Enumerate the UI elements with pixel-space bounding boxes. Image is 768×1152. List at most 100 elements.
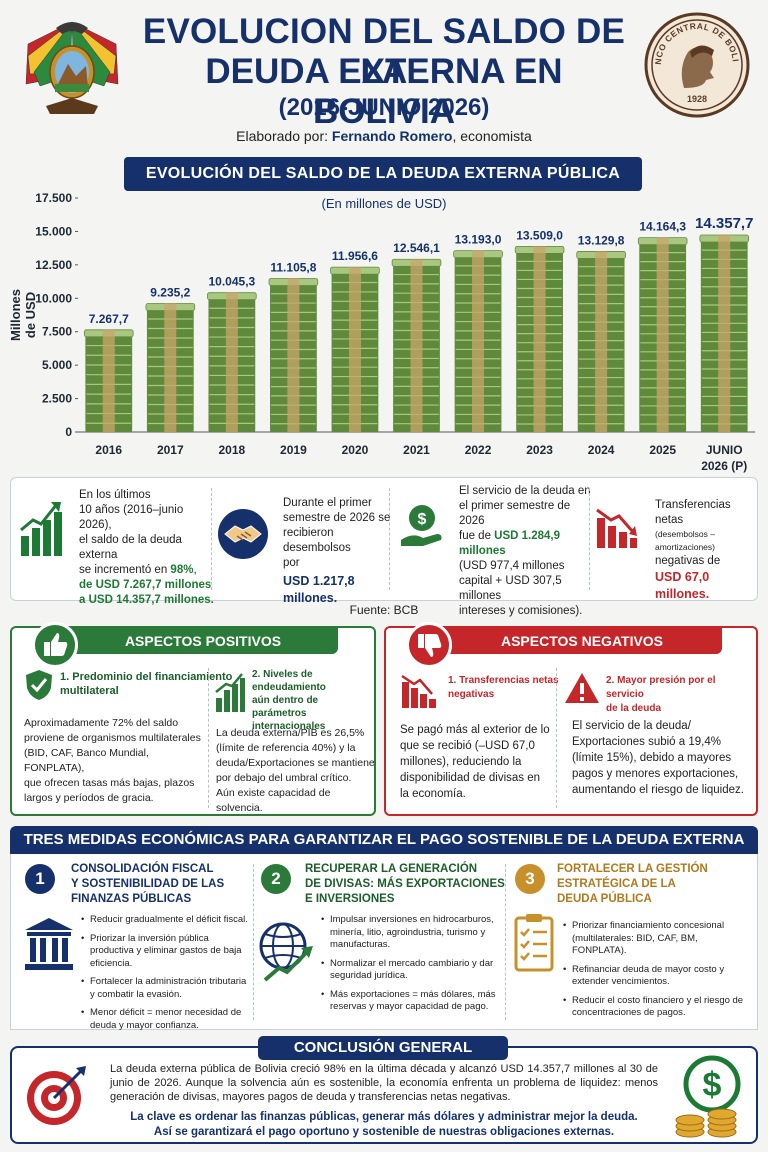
y-tick-label: 7.500 [42, 325, 72, 339]
divider [253, 864, 254, 1020]
negative-2-body: (límite 15%), debido a mayores [572, 752, 732, 764]
data-label: 14.164,3 [639, 220, 686, 234]
x-tick-label: 2019 [280, 443, 307, 457]
measure-2-bullets: Impulsar inversiones en hidrocarburos, m… [321, 914, 501, 1020]
measures-title: TRES MEDIDAS ECONÓMICAS PARA GARANTIZAR … [10, 826, 758, 854]
stat3-amount: USD 1.284,9 [494, 530, 561, 542]
bar-band [656, 237, 669, 432]
conclusion-panel: La deuda externa pública de Bolivia crec… [10, 1046, 758, 1144]
stat1-line1: En los últimos [79, 489, 151, 501]
negative-1-body: la economía. [400, 788, 466, 800]
stat4-unit: millones. [655, 587, 710, 601]
bar-band [595, 251, 608, 432]
positive-2-title-line: 2. Niveles de endeudamiento [252, 669, 326, 693]
stat-net-transfers: Transferencias netas (desembolsos – amor… [593, 482, 755, 601]
stat1-to: a USD 14.357,7 millones. [79, 594, 214, 606]
dollar-coins-icon: $ [675, 1055, 741, 1138]
money-hand-icon: $ [401, 505, 442, 546]
falling-chart-icon [401, 674, 436, 708]
stats-panel: En los últimos 10 años (2016–junio 2026)… [10, 477, 758, 617]
positive-aspects-title: ASPECTOS POSITIVOS [68, 628, 338, 654]
stat4-line3: negativas de [655, 555, 721, 567]
bar-band [718, 235, 731, 432]
positive-2-body: deuda/Exportaciones se mantiene [216, 757, 375, 769]
divider [208, 668, 209, 808]
y-tick-label: 5.000 [42, 358, 72, 372]
bank-seal-icon: BANCO CENTRAL DE BOLIVIA 1928 [644, 12, 750, 118]
bank-building-icon [25, 918, 73, 970]
stat3-capital: (USD 977,4 millones [459, 560, 565, 572]
bar-band [225, 292, 238, 432]
positive-1-body: Aproximadamente 72% del saldo [24, 717, 179, 729]
measure-3-title-line: FORTALECER LA GESTIÓN [557, 863, 708, 875]
thumbs-down-icon [406, 622, 452, 668]
x-tick-label: 2016 [95, 443, 122, 457]
source-note: Fuente: BCB [349, 603, 419, 617]
measure-1-title-line: CONSOLIDACIÓN FISCAL [71, 863, 214, 875]
stat2-line2: semestre de 2026 se [283, 512, 391, 524]
negative-2-title-line: 2. Mayor presión por el servicio [606, 675, 716, 700]
x-tick-label: JUNIO [706, 443, 743, 457]
positive-2-body: Aún existe capacidad de solvencia. [216, 787, 331, 814]
positive-2-body: por debajo del umbral crítico. [216, 772, 352, 784]
data-label: 7.267,7 [89, 312, 129, 326]
clipboard-checklist-icon [514, 914, 554, 972]
handshake-icon [218, 509, 268, 559]
stat3-unit: millones [459, 545, 506, 557]
positive-2-title-line: aún dentro de parámetros [252, 695, 319, 719]
measure-3-bullets: Priorizar financiamiento concesional (mu… [563, 920, 751, 1026]
y-tick-label: 15.000 [35, 224, 72, 238]
stat3-line2: el primer semestre de 2026 [459, 500, 571, 527]
positive-1-title-line1: 1. Predominio del financiamiento [60, 671, 233, 683]
measure-2-title-line: RECUPERAR LA GENERACIÓN [305, 863, 478, 875]
chart-section-title: EVOLUCIÓN DEL SALDO DE LA DEUDA EXTERNA … [124, 157, 642, 191]
positive-aspects-panel: ASPECTOS POSITIVOS 1. Predominio del fin… [10, 622, 376, 816]
author-line: Elaborado por: Fernando Romero, economis… [130, 128, 638, 144]
y-tick-label: 17.500 [35, 191, 72, 205]
negative-aspects-panel: ASPECTOS NEGATIVOS 1. Transferencias net… [384, 622, 758, 816]
data-label: 10.045,3 [209, 275, 256, 289]
coat-of-arms-icon [25, 21, 119, 114]
shield-check-icon [26, 670, 52, 700]
thumbs-up-icon [32, 622, 78, 668]
stat1-line4: se incrementó en 98%, [79, 563, 219, 578]
stat2-amount: USD 1.217,8 [283, 574, 355, 588]
chart-subtitle: (En millones de USD) [321, 196, 447, 211]
bar-band [533, 246, 546, 432]
x-tick-label: 2022 [465, 443, 492, 457]
stat3-line1: El servicio de la deuda en [459, 485, 591, 497]
header: EVOLUCION DEL SALDO DE LA DEUDA EXTERNA … [0, 0, 768, 152]
stat2-line1: Durante el primer [283, 497, 372, 509]
bar-band [164, 303, 177, 432]
stat-debt-growth: En los últimos 10 años (2016–junio 2026)… [17, 482, 214, 606]
target-icon [27, 1066, 86, 1125]
measure-2-number: 2 [261, 864, 291, 894]
bar-band [472, 250, 485, 432]
measures-panel: 1 CONSOLIDACIÓN FISCAL Y SOSTENIBILIDAD … [10, 854, 758, 1032]
page-title-line-2: DEUDA EXTERNA EN BOLIVIA [205, 52, 563, 131]
svg-text:$: $ [703, 1066, 722, 1104]
rising-bars-icon [215, 673, 245, 712]
stat1-percent: 98% [170, 564, 194, 576]
list-item: Fortalecer la administración tributaria … [81, 976, 251, 1001]
stat1-comma: , [193, 564, 197, 576]
growth-chart-icon [20, 502, 62, 556]
positive-1-body: proviene de organismos multilaterales [24, 732, 201, 744]
positive-2-title-line: internacionales [252, 721, 326, 732]
positive-1-body: (BID, CAF, Banco Mundial, FONPLATA), [24, 747, 149, 774]
negative-1-body: millones), reduciendo la [400, 756, 522, 768]
y-tick-label: 0 [65, 425, 72, 439]
bar-band [348, 267, 361, 432]
list-item: Menor déficit = menor necesidad de deuda… [81, 1007, 251, 1032]
conclusion-title: CONCLUSIÓN GENERAL [258, 1036, 508, 1060]
list-item: Impulsar inversiones en hidrocarburos, m… [321, 914, 501, 952]
stat3-capital-interest: capital + USD 307,5 millones [459, 575, 562, 602]
list-item: Refinanciar deuda de mayor costo y exten… [563, 964, 751, 989]
page-title-line-1: EVOLUCION DEL SALDO DE LA [142, 12, 626, 91]
negative-1-title-line: negativas [448, 689, 495, 700]
bar-band [102, 329, 115, 432]
bar-band [410, 259, 423, 432]
divider [556, 668, 557, 808]
list-item: Reducir gradualmente el déficit fiscal. [81, 914, 251, 927]
measure-2-title-line: DE DIVISAS: MÁS EXPORTACIONES [305, 878, 505, 890]
